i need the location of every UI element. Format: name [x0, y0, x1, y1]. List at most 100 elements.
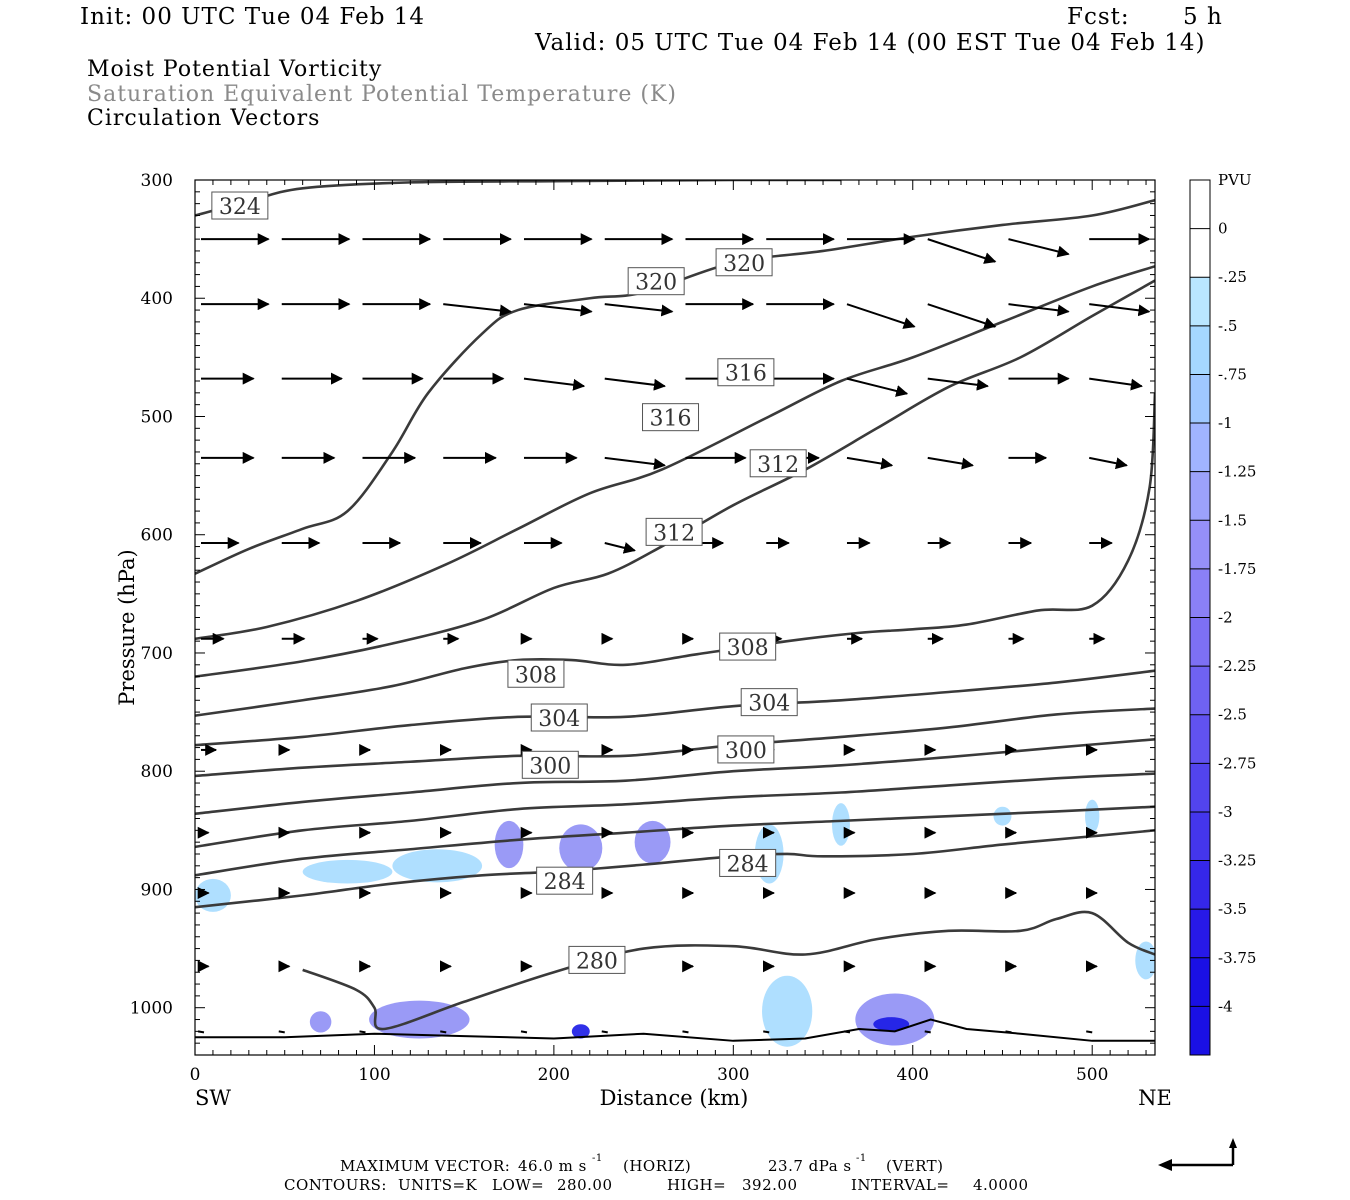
- contour-308: [195, 392, 1155, 717]
- colorbar-swatch: [1190, 471, 1210, 521]
- contour-320: [195, 198, 1155, 575]
- vector-arrow: [601, 1030, 608, 1034]
- x-tick-label: 200: [538, 1065, 570, 1085]
- pv-patch: [634, 820, 671, 864]
- plot-frame: [194, 179, 1156, 1056]
- svg-text:320: 320: [635, 271, 677, 296]
- x-tick-label: 0: [190, 1065, 201, 1085]
- pv-shading: [195, 799, 1155, 1047]
- colorbar-tick-label: -3.75: [1218, 949, 1256, 967]
- vector-arrow: [1008, 303, 1070, 317]
- colorbar-swatch: [1190, 374, 1210, 424]
- vector-arrow: [843, 1030, 851, 1034]
- svg-text:312: 312: [653, 521, 695, 546]
- vector-arrow: [523, 377, 586, 391]
- contour-label: 284: [719, 848, 777, 877]
- x-tick-label: 100: [358, 1065, 390, 1085]
- colorbar-swatch: [1190, 1006, 1210, 1055]
- contour-label: 312: [645, 517, 703, 546]
- y-tick-label: 700: [141, 644, 173, 664]
- axes: 0 100 200 300 400 500 300 400 500 600 700 800 900 100…: [115, 171, 1172, 1110]
- colorbar-tick-label: -1.5: [1218, 511, 1247, 529]
- vector-arrow: [359, 1030, 366, 1034]
- colorbar-swatch: [1190, 423, 1210, 472]
- contour-label: 320: [715, 248, 773, 277]
- colorbar-tick-label: -2.25: [1218, 657, 1256, 675]
- vector-arrow: [523, 303, 593, 317]
- contours-low-label: LOW=: [492, 1176, 545, 1194]
- contour-296: [195, 737, 1155, 816]
- horiz-tag: (HORIZ): [623, 1157, 692, 1175]
- pv-patch: [571, 1024, 590, 1039]
- x-tick-label: 300: [717, 1065, 749, 1085]
- contours-interval-value: 4.0000: [973, 1176, 1029, 1194]
- theta-es-contours: [195, 180, 1155, 1031]
- valid-time: Valid: 05 UTC Tue 04 Feb 14 (00 EST Tue …: [535, 30, 1206, 56]
- colorbar-tick-label: -3: [1218, 803, 1233, 821]
- svg-text:316: 316: [650, 407, 692, 432]
- vector-arrow: [1089, 303, 1151, 317]
- contours-low-value: 280.00: [557, 1176, 613, 1194]
- colorbar-swatch: [1190, 520, 1210, 569]
- reference-vector-icon: [1158, 1138, 1237, 1171]
- vector-arrow: [604, 542, 636, 554]
- colorbar-swatch: [1190, 763, 1210, 812]
- svg-text:308: 308: [515, 663, 557, 688]
- vector-arrow: [1008, 238, 1070, 258]
- vector-arrow: [1005, 1030, 1012, 1034]
- vector-arrow: [846, 377, 909, 397]
- contour-label: 312: [749, 449, 807, 478]
- contour-288: [195, 805, 1155, 877]
- contour-292: [195, 772, 1155, 849]
- terrain-line: [195, 1018, 1155, 1042]
- pv-patch: [762, 975, 813, 1047]
- contour-label: 320: [627, 267, 685, 296]
- pv-colorbar: PVU 0 -.25 -.5 -.75 -1 -1.25 -1.5 -1.75 -2 -2.25 -2…: [1189, 171, 1256, 1056]
- vector-arrow: [443, 303, 512, 317]
- field-thetaes-title: Saturation Equivalent Potential Temperat…: [87, 82, 677, 107]
- vector-arrow: [927, 303, 997, 329]
- colorbar-tick-label: -4: [1218, 997, 1233, 1015]
- terrain: [195, 1018, 1155, 1042]
- vector-arrow: [1089, 456, 1128, 470]
- max-vector-vert: 23.7 dPa s: [768, 1157, 852, 1175]
- contour-label: 300: [717, 735, 775, 764]
- vector-arrow: [682, 1030, 689, 1034]
- svg-text:312: 312: [757, 453, 799, 478]
- colorbar-swatch: [1190, 568, 1210, 618]
- pv-patch: [302, 859, 393, 884]
- colorbar-tick-label: -.75: [1218, 365, 1247, 383]
- max-vector-label: MAXIMUM VECTOR:: [340, 1157, 511, 1175]
- contours-high-label: HIGH=: [667, 1176, 727, 1194]
- y-tick-label: 600: [141, 526, 173, 546]
- svg-text:316: 316: [725, 362, 767, 387]
- svg-text:300: 300: [529, 754, 571, 779]
- colorbar-swatch: [1190, 811, 1210, 861]
- vector-arrow: [927, 377, 989, 391]
- colorbar-swatch: [1190, 228, 1210, 278]
- pv-patch: [832, 803, 850, 846]
- pv-patch: [1085, 799, 1100, 833]
- svg-text:324: 324: [219, 195, 261, 220]
- y-tick-label: 500: [141, 407, 173, 427]
- svg-text:304: 304: [538, 707, 580, 732]
- x-axis-end-label: NE: [1138, 1086, 1172, 1110]
- contour-label: 280: [568, 945, 626, 974]
- colorbar-swatch: [1190, 180, 1210, 229]
- vector-arrow: [924, 1030, 931, 1034]
- colorbar-swatch: [1190, 714, 1210, 764]
- x-axis-start-label: SW: [195, 1086, 231, 1110]
- pv-patch: [873, 1017, 910, 1032]
- svg-text:284: 284: [727, 852, 769, 877]
- y-tick-label: 1000: [130, 999, 173, 1019]
- contour-304: [195, 669, 1155, 747]
- contour-312: [195, 279, 1155, 678]
- colorbar-swatch: [1190, 617, 1210, 667]
- contour-label: 316: [717, 358, 775, 387]
- contour-label: 308: [507, 659, 565, 688]
- colorbar-tick-label: -2: [1218, 609, 1233, 627]
- contour-label: 304: [740, 688, 798, 717]
- svg-text:300: 300: [725, 739, 767, 764]
- colorbar-unit: PVU: [1218, 171, 1252, 189]
- svg-text:308: 308: [727, 636, 769, 661]
